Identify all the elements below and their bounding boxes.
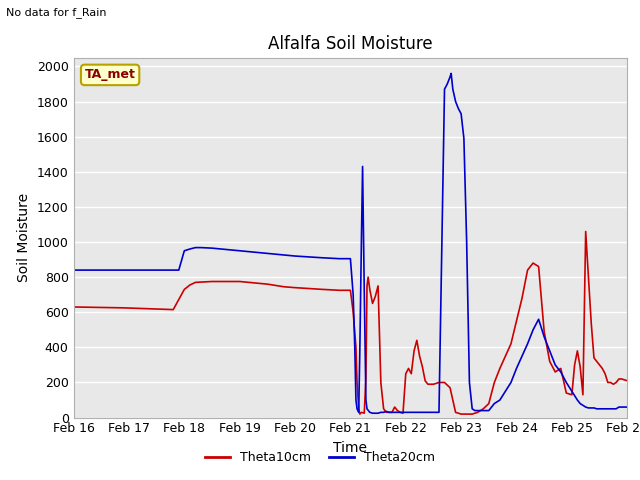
X-axis label: Time: Time <box>333 441 367 455</box>
Title: Alfalfa Soil Moisture: Alfalfa Soil Moisture <box>268 35 433 53</box>
Text: TA_met: TA_met <box>84 68 136 82</box>
Y-axis label: Soil Moisture: Soil Moisture <box>17 193 31 282</box>
Legend: Theta10cm, Theta20cm: Theta10cm, Theta20cm <box>200 446 440 469</box>
Text: No data for f_Rain: No data for f_Rain <box>6 7 107 18</box>
